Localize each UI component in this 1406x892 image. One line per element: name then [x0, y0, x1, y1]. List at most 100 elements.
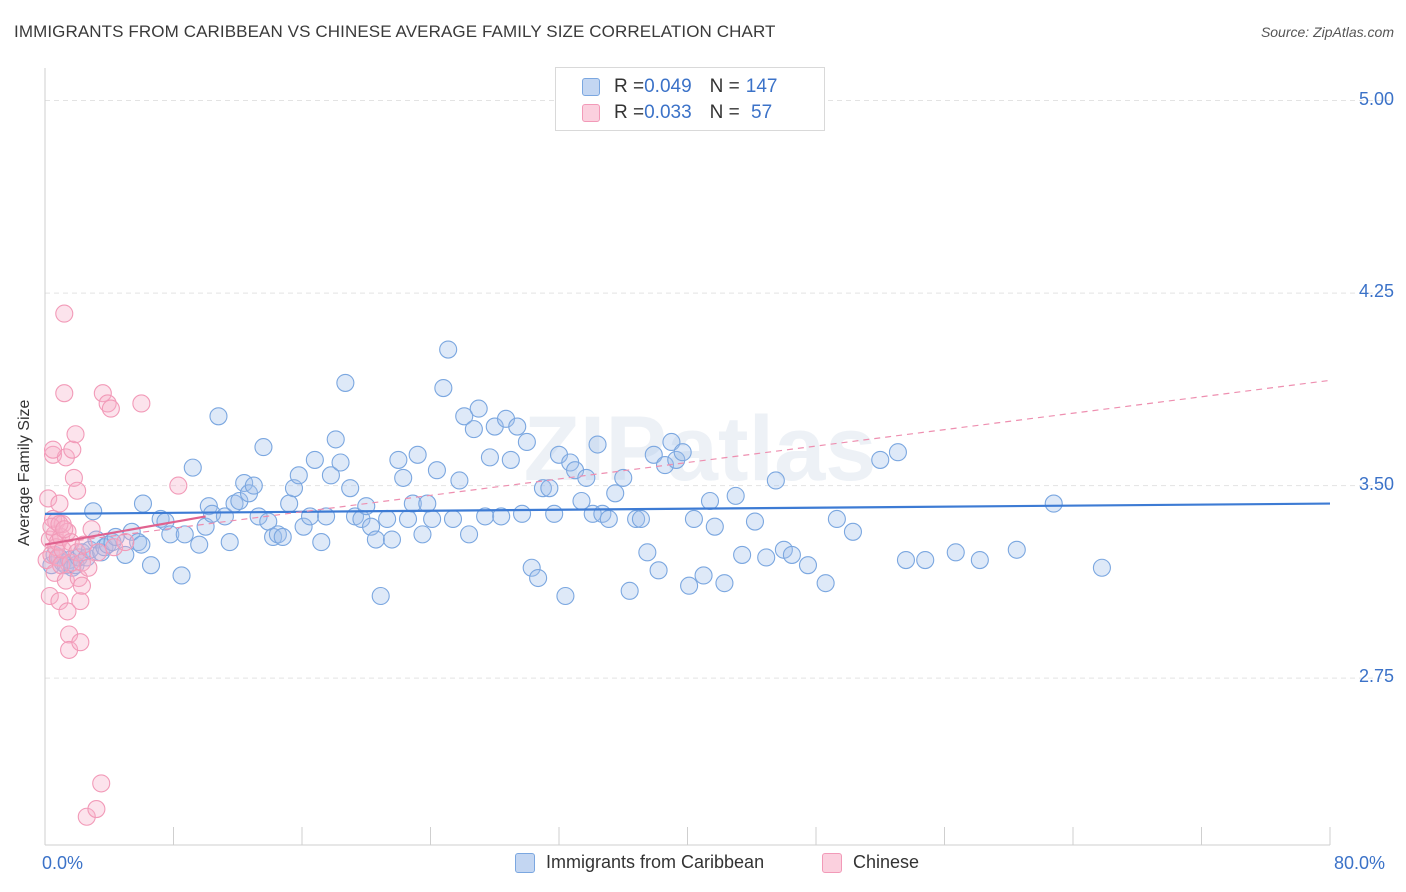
data-point-caribbean — [508, 417, 527, 436]
data-point-chinese — [105, 538, 124, 557]
legend-item-caribbean[interactable]: Immigrants from Caribbean — [515, 852, 764, 873]
x-tick-label-max: 80.0% — [1334, 853, 1386, 873]
data-point-caribbean — [745, 512, 765, 531]
data-point-caribbean — [389, 450, 408, 469]
data-point-caribbean — [599, 509, 618, 529]
data-point-chinese — [132, 394, 151, 413]
data-point-caribbean — [644, 445, 663, 464]
data-point-chinese — [43, 440, 63, 459]
data-point-caribbean — [888, 443, 907, 462]
data-point-caribbean — [244, 476, 263, 495]
data-point-caribbean — [312, 533, 331, 552]
data-point-caribbean — [655, 456, 675, 475]
data-point-caribbean — [556, 586, 575, 606]
y-tick-label: 2.75 — [1358, 666, 1394, 687]
chinese-points — [37, 304, 188, 826]
data-point-caribbean — [492, 507, 511, 526]
data-point-caribbean — [336, 373, 355, 392]
data-point-caribbean — [133, 494, 153, 513]
data-point-caribbean — [172, 566, 191, 585]
legend-swatch-caribbean — [515, 852, 535, 873]
data-point-chinese — [55, 304, 74, 323]
data-point-chinese — [87, 800, 106, 819]
data-point-caribbean — [326, 430, 345, 449]
legend-n-label: N = — [709, 102, 740, 123]
data-point-chinese — [66, 425, 85, 444]
data-point-caribbean — [398, 509, 418, 529]
data-point-caribbean — [209, 407, 228, 426]
data-point-caribbean — [798, 556, 818, 575]
data-point-chinese — [71, 633, 90, 652]
data-point-caribbean — [280, 494, 299, 513]
data-point-caribbean — [1092, 558, 1111, 577]
data-point-caribbean — [321, 466, 340, 485]
y-axis-label: Average Family Size — [16, 399, 33, 546]
data-point-caribbean — [305, 450, 324, 469]
data-point-caribbean — [459, 525, 479, 544]
data-point-caribbean — [700, 491, 720, 511]
data-point-caribbean — [533, 479, 552, 498]
data-point-caribbean — [480, 448, 499, 467]
legend-swatch-caribbean — [582, 78, 600, 96]
data-point-caribbean — [529, 568, 548, 588]
legend-row-caribbean: R = 0.049 N = 147 — [582, 75, 777, 99]
data-point-caribbean — [649, 561, 668, 580]
data-point-caribbean — [418, 494, 437, 513]
data-point-chinese — [88, 543, 108, 562]
data-point-chinese — [37, 551, 56, 570]
data-point-caribbean — [673, 443, 692, 462]
legend-n-value: 147 — [745, 76, 778, 97]
data-point-caribbean — [620, 581, 639, 600]
data-point-caribbean — [606, 484, 625, 503]
legend-swatch-chinese — [822, 852, 842, 873]
data-point-caribbean — [439, 340, 458, 359]
data-point-caribbean — [970, 551, 989, 570]
data-point-caribbean — [450, 471, 469, 490]
data-point-caribbean — [132, 535, 151, 554]
data-point-caribbean — [264, 527, 283, 546]
data-point-caribbean — [782, 545, 801, 564]
data-point-caribbean — [766, 471, 785, 490]
data-point-caribbean — [517, 432, 536, 452]
data-point-caribbean — [289, 466, 308, 485]
data-point-caribbean — [843, 522, 862, 541]
data-point-caribbean — [827, 509, 846, 529]
data-point-chinese — [55, 520, 74, 539]
data-point-caribbean — [161, 525, 180, 544]
data-point-chinese — [116, 533, 135, 552]
trend-line-caribbean — [44, 502, 1331, 515]
data-point-caribbean — [513, 504, 532, 523]
data-point-caribbean — [715, 574, 734, 593]
data-point-caribbean — [423, 509, 442, 529]
caribbean-points — [42, 340, 1111, 606]
data-point-caribbean — [413, 525, 432, 544]
data-point-caribbean — [341, 479, 360, 498]
data-point-caribbean — [455, 407, 474, 426]
legend-n-value: 57 — [745, 102, 773, 123]
data-point-chinese — [39, 489, 58, 508]
data-point-caribbean — [268, 525, 287, 544]
data-point-caribbean — [254, 438, 273, 457]
data-point-caribbean — [631, 509, 650, 529]
data-point-caribbean — [175, 525, 194, 544]
data-point-caribbean — [230, 491, 249, 511]
data-point-caribbean — [501, 450, 520, 469]
data-point-caribbean — [443, 509, 463, 529]
source-label: Source: ZipAtlas.com — [1260, 24, 1394, 40]
data-point-caribbean — [916, 551, 935, 570]
data-point-chinese — [50, 515, 69, 534]
legend-item-chinese[interactable]: Chinese — [822, 852, 919, 873]
data-point-chinese — [77, 807, 96, 826]
legend-r-label: R = — [614, 76, 645, 97]
data-point-caribbean — [434, 379, 453, 398]
data-point-caribbean — [183, 458, 202, 477]
data-point-caribbean — [946, 543, 965, 562]
data-point-caribbean — [733, 545, 752, 564]
series-legend: Immigrants from Caribbean Chinese — [0, 852, 1406, 876]
data-point-chinese — [50, 494, 69, 513]
data-point-chinese — [72, 576, 91, 595]
data-point-chinese — [63, 440, 82, 459]
legend-n-label: N = — [709, 76, 740, 97]
data-point-chinese — [92, 774, 111, 793]
